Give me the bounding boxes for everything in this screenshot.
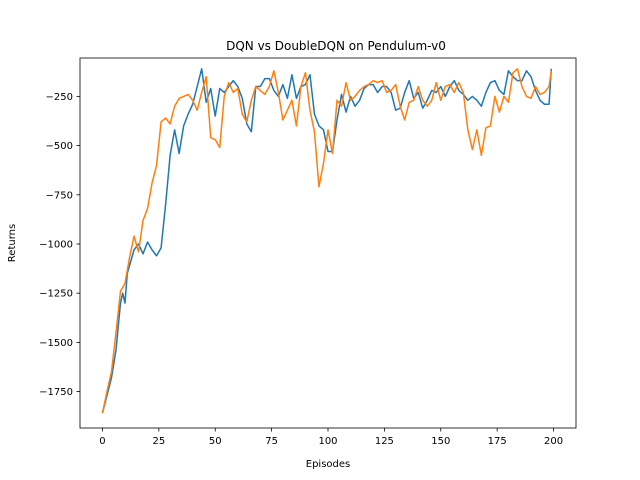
x-tick-label: 175 <box>488 436 507 447</box>
x-tick-label: 50 <box>209 436 222 447</box>
x-tick-label: 125 <box>375 436 394 447</box>
y-tick-label: −1500 <box>39 338 73 349</box>
series-line-1 <box>101 68 553 414</box>
x-tick-label: 25 <box>152 436 165 447</box>
x-axis-label: Episodes <box>306 459 350 470</box>
y-tick-label: −500 <box>46 141 73 152</box>
x-axis: 0 25 50 75 100 125 150 175 200 <box>99 428 563 447</box>
y-tick-label: −750 <box>46 190 73 201</box>
series-line-2 <box>101 68 553 414</box>
chart-title: DQN vs DoubleDQN on Pendulum-v0 <box>226 39 446 53</box>
x-tick-label: 200 <box>544 436 563 447</box>
x-tick-label: 75 <box>265 436 278 447</box>
x-tick-label: 0 <box>99 436 105 447</box>
y-axis: −1750 −1500 −1250 −1000 −750 −500 −250 <box>39 92 80 398</box>
y-tick-label: −250 <box>46 92 73 103</box>
series-layer <box>101 68 553 414</box>
y-tick-label: −1000 <box>39 239 73 250</box>
x-tick-label: 150 <box>431 436 450 447</box>
y-axis-label: Returns <box>7 224 18 262</box>
x-tick-label: 100 <box>318 436 337 447</box>
y-tick-label: −1250 <box>39 289 73 300</box>
y-tick-label: −1750 <box>39 387 73 398</box>
